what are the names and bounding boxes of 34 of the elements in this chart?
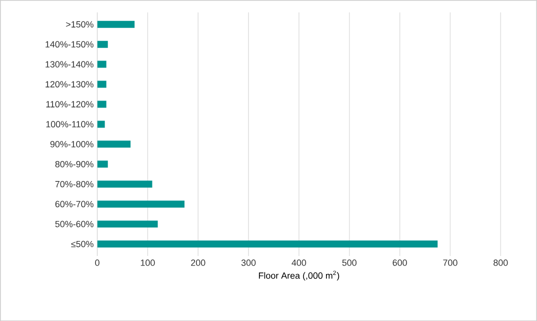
x-tick-label: 0 (95, 259, 100, 266)
x-tick-label: 400 (292, 259, 306, 266)
bar (97, 180, 152, 188)
y-tick-label: 130%-140% (46, 60, 94, 68)
bar (97, 140, 131, 148)
x-tick-label: 700 (443, 259, 458, 266)
bar (97, 80, 106, 88)
y-tick-label: 50%-60% (55, 220, 94, 228)
bar (97, 160, 108, 168)
bar (97, 20, 135, 28)
y-tick-label: >150% (66, 21, 94, 28)
bar (97, 220, 158, 228)
x-tick-label: 500 (342, 259, 356, 266)
y-tick-label: ≤50% (71, 240, 94, 248)
y-tick-label: 80%-90% (55, 160, 94, 168)
y-tick-label: 60%-70% (55, 200, 94, 208)
y-tick-label: 90%-100% (50, 140, 94, 148)
x-axis-title: Floor Area (,000 m$^{2}$) (258, 270, 340, 280)
bar (97, 100, 106, 108)
bar (97, 200, 184, 208)
y-tick-label: 70%-80% (55, 180, 94, 188)
y-tick-label: 100%-110% (46, 120, 94, 128)
x-tick-label: 300 (241, 259, 256, 266)
x-tick-label: 800 (494, 259, 508, 266)
y-tick-label: 120%-130% (46, 80, 94, 88)
bar (97, 240, 438, 248)
x-tick-label: 100 (140, 259, 155, 266)
bar (97, 40, 108, 48)
y-tick-label: 110%-120% (46, 100, 94, 108)
y-tick-label: 140%-150% (46, 41, 94, 48)
bar (97, 60, 106, 68)
x-tick-label: 200 (191, 259, 206, 266)
x-tick-label: 600 (392, 259, 407, 266)
bar (97, 120, 105, 128)
